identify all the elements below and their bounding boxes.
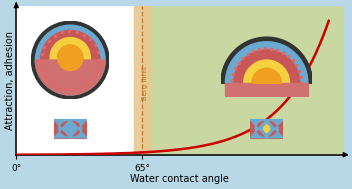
Circle shape (35, 25, 105, 95)
Polygon shape (234, 50, 300, 83)
Polygon shape (221, 37, 313, 83)
Bar (225, 83, 308, 96)
Circle shape (50, 38, 90, 78)
Polygon shape (35, 60, 105, 95)
Circle shape (31, 21, 109, 99)
Y-axis label: Attraction, adhesion: Attraction, adhesion (5, 31, 15, 130)
Polygon shape (244, 60, 290, 83)
Bar (134, 6, 150, 155)
Circle shape (43, 33, 98, 88)
Text: Berg limit: Berg limit (142, 66, 148, 100)
Polygon shape (252, 68, 281, 83)
Bar (142, 6, 344, 155)
Polygon shape (264, 125, 270, 133)
Circle shape (57, 45, 83, 70)
Polygon shape (250, 120, 283, 138)
Polygon shape (54, 120, 87, 138)
Bar (54, 120, 87, 138)
X-axis label: Water contact angle: Water contact angle (131, 174, 230, 184)
Bar (250, 120, 283, 138)
Polygon shape (225, 42, 308, 83)
